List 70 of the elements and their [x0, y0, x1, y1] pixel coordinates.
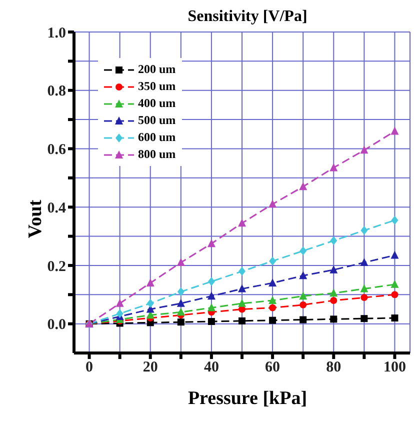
point [176, 308, 185, 316]
legend-label: 200 um [138, 62, 176, 77]
point [360, 284, 368, 292]
legend-label: 500 um [138, 113, 176, 128]
point [269, 256, 276, 266]
y-axis-title: Vout [25, 198, 47, 240]
y-tick-label: 0.4 [47, 200, 66, 216]
point [238, 317, 246, 324]
point [176, 258, 185, 266]
point [207, 303, 216, 312]
point [207, 239, 216, 248]
point [390, 126, 399, 135]
x-tick-label: 0 [86, 360, 94, 376]
x-tick-label: 60 [265, 360, 280, 376]
y-tick-label: 0.8 [47, 84, 66, 100]
point [360, 146, 368, 154]
point [208, 318, 215, 325]
point [269, 304, 276, 312]
point [300, 246, 307, 256]
point [176, 298, 185, 307]
point [238, 298, 246, 307]
point [299, 182, 308, 190]
point [268, 296, 277, 304]
point [208, 277, 215, 286]
chart-title: Sensitivity [V/Pa] [186, 8, 308, 26]
x-tick-label: 40 [204, 360, 219, 376]
point [330, 316, 338, 323]
point [116, 298, 124, 307]
point [391, 291, 398, 298]
point [116, 309, 124, 318]
point [391, 216, 398, 225]
point [330, 265, 338, 274]
point [390, 280, 399, 288]
point [360, 258, 368, 266]
point [238, 284, 246, 292]
point [269, 316, 276, 324]
point [360, 294, 368, 302]
point [177, 287, 184, 296]
x-tick-label: 80 [326, 360, 342, 376]
legend-label: 350 um [138, 79, 176, 94]
point [300, 301, 307, 308]
legend-label: 800 um [138, 147, 176, 162]
point [238, 218, 246, 227]
point [360, 226, 368, 235]
point [330, 288, 338, 297]
point [300, 316, 307, 324]
point [268, 200, 277, 208]
point [238, 266, 246, 276]
x-axis-title: Pressure [kPa] [186, 388, 308, 410]
point [391, 314, 398, 322]
legend-label: 400 um [138, 96, 176, 111]
point [268, 278, 277, 286]
point [330, 236, 338, 246]
y-tick-label: 1.0 [47, 25, 66, 42]
point [299, 271, 308, 280]
y-tick-label: 0.6 [47, 142, 66, 158]
point [330, 163, 338, 172]
point [360, 315, 368, 322]
legend-label: 600 um [138, 130, 176, 145]
y-tick-label: 0.0 [47, 317, 66, 334]
point [390, 250, 399, 259]
y-tick-label: 0.2 [47, 258, 66, 275]
x-tick-label: 20 [142, 360, 158, 376]
point [330, 296, 338, 304]
point [207, 292, 216, 300]
x-tick-label: 100 [383, 360, 406, 376]
point [299, 292, 308, 300]
point [177, 318, 184, 326]
point [146, 298, 154, 308]
point [146, 278, 154, 286]
